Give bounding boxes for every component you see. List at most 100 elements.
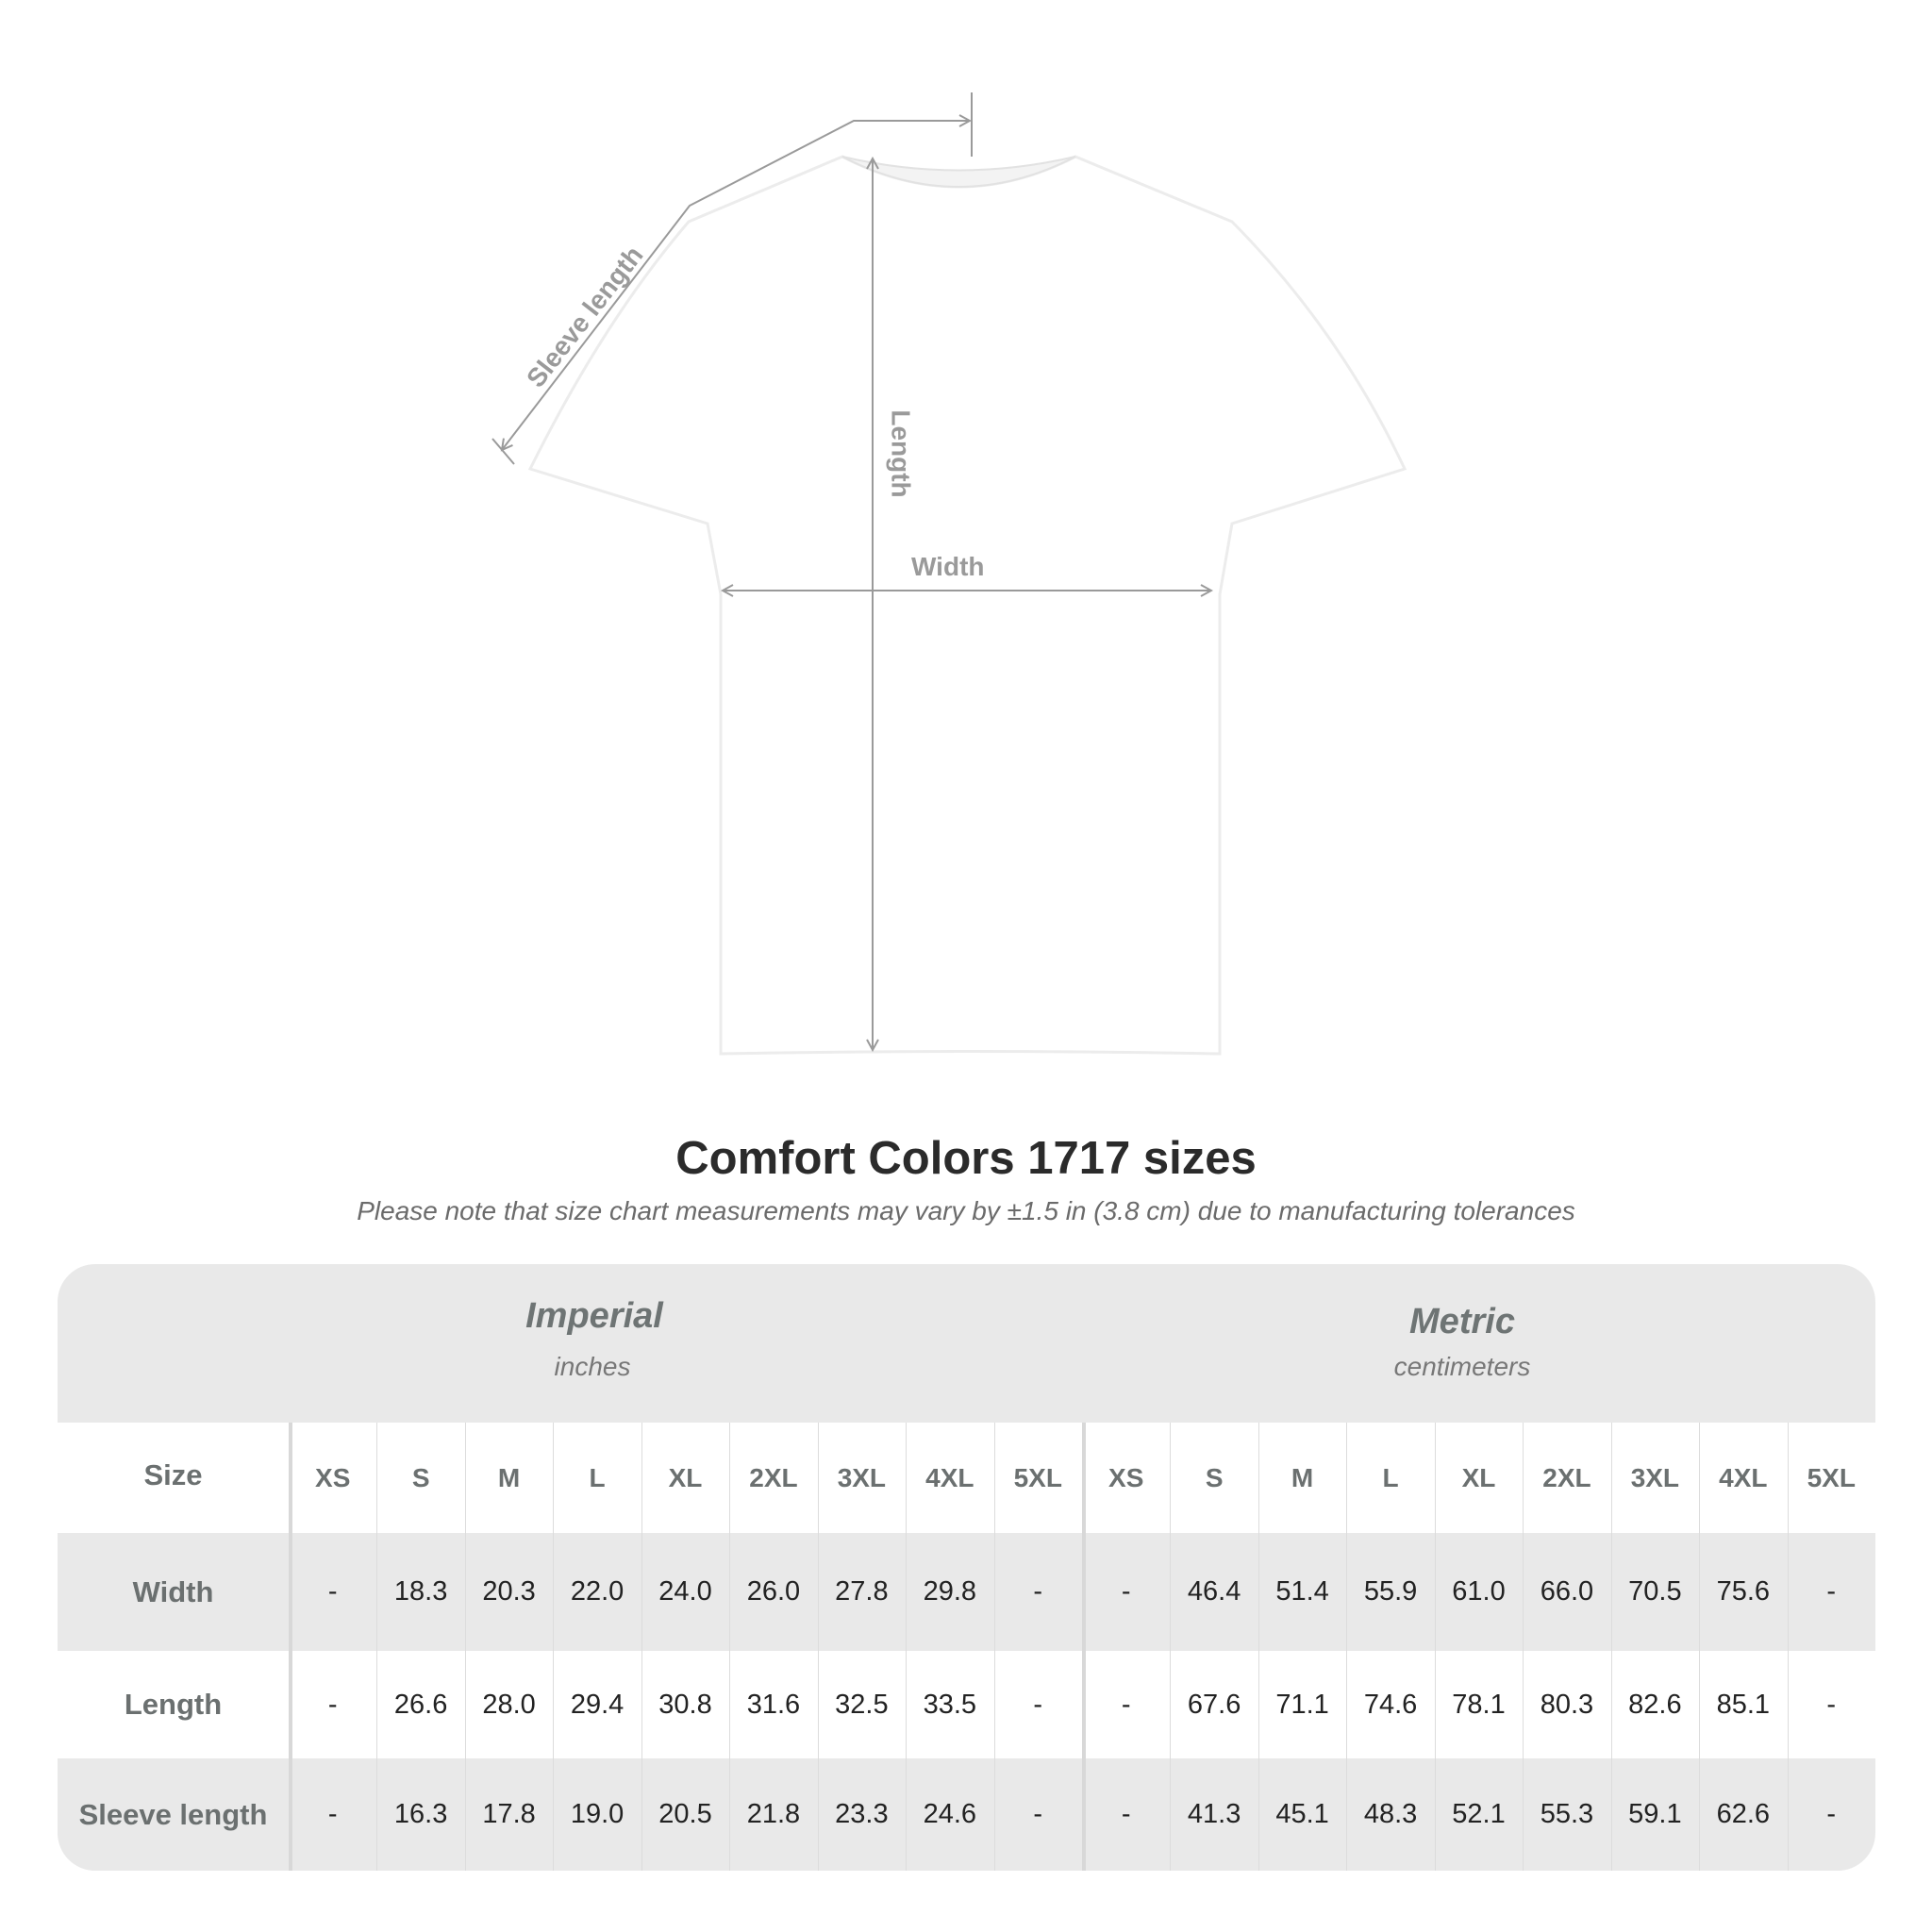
table-cell-metric: 75.6: [1716, 1576, 1771, 1607]
table-cell-metric: 59.1: [1628, 1799, 1682, 1829]
metric-size-5XL: 5XL: [1807, 1462, 1856, 1492]
imperial-size-M: M: [497, 1462, 521, 1492]
table-cell-imperial: 23.3: [835, 1799, 889, 1829]
table-cell-imperial: 18.3: [393, 1576, 448, 1607]
table-cell-imperial: 19.0: [570, 1799, 625, 1829]
metric-size-XS: XS: [1108, 1462, 1144, 1492]
column-divider: [1346, 1423, 1348, 1871]
tolerance-note: Please note that size chart measurements…: [357, 1196, 1575, 1225]
imperial-size-3XL: 3XL: [837, 1462, 887, 1492]
size-header-label: Size: [143, 1457, 203, 1491]
column-divider: [1610, 1423, 1612, 1871]
imperial-size-2XL: 2XL: [749, 1462, 798, 1492]
table-cell-metric: 70.5: [1628, 1576, 1682, 1607]
row-label-length: Length: [124, 1688, 223, 1721]
table-cell-metric: -: [1121, 1689, 1131, 1720]
metric-size-XL: XL: [1461, 1462, 1496, 1492]
table-cell-metric: 55.9: [1363, 1576, 1418, 1607]
table-cell-imperial: 27.8: [835, 1576, 889, 1607]
table-cell-imperial: 24.0: [658, 1576, 712, 1607]
column-divider: [1257, 1423, 1259, 1871]
table-cell-metric: 48.3: [1363, 1799, 1418, 1829]
column-divider: [553, 1423, 555, 1871]
metric-size-L: L: [1382, 1462, 1399, 1492]
table-cell-metric: 51.4: [1275, 1576, 1329, 1607]
tshirt-shape: [527, 155, 1407, 1056]
width-label: Width: [911, 552, 985, 581]
table-cell-metric: 82.6: [1628, 1689, 1682, 1720]
row-label-sleeve-length: Sleeve length: [78, 1797, 268, 1831]
tshirt-diagram: [491, 92, 1407, 1056]
table-cell-metric: 52.1: [1452, 1799, 1506, 1829]
imperial-title: Imperial: [525, 1296, 663, 1336]
table-cell-imperial: 24.6: [923, 1799, 977, 1829]
table-cell-metric: -: [1121, 1576, 1131, 1607]
length-label: Length: [886, 409, 916, 498]
column-divider: [906, 1423, 908, 1871]
page-title: Comfort Colors 1717 sizes: [675, 1133, 1257, 1184]
imperial-size-XS: XS: [315, 1462, 351, 1492]
table-cell-imperial: -: [1033, 1576, 1043, 1607]
column-divider: [641, 1423, 642, 1871]
table-cell-metric: 74.6: [1363, 1689, 1418, 1720]
metric-title: Metric: [1409, 1302, 1515, 1341]
table-cell-metric: 45.1: [1275, 1799, 1329, 1829]
sleeve-line: [502, 121, 970, 450]
table-cell-imperial: 28.0: [482, 1689, 536, 1720]
column-divider: [993, 1423, 995, 1871]
table-cell-metric: 66.0: [1540, 1576, 1594, 1607]
table-cell-metric: -: [1121, 1799, 1131, 1829]
table-cell-imperial: 30.8: [658, 1689, 712, 1720]
table-cell-metric: 80.3: [1540, 1689, 1594, 1720]
metric-size-2XL: 2XL: [1542, 1462, 1591, 1492]
imperial-size-5XL: 5XL: [1013, 1462, 1062, 1492]
metric-size-M: M: [1291, 1462, 1314, 1492]
column-divider: [1434, 1423, 1436, 1871]
row-band: [58, 1533, 1875, 1651]
table-cell-imperial: -: [327, 1576, 338, 1607]
table-cell-imperial: 26.6: [393, 1689, 448, 1720]
table-cell-metric: 71.1: [1275, 1689, 1329, 1720]
imperial-size-L: L: [589, 1462, 606, 1492]
table-cell-imperial: 22.0: [570, 1576, 625, 1607]
table-cell-metric: 55.3: [1540, 1799, 1594, 1829]
metric-size-4XL: 4XL: [1719, 1462, 1768, 1492]
system-header-band: [58, 1264, 1875, 1423]
imperial-unit: inches: [554, 1352, 631, 1381]
column-divider: [464, 1423, 466, 1871]
column-divider: [1082, 1423, 1086, 1871]
table-cell-imperial: -: [1033, 1799, 1043, 1829]
table-cell-imperial: 20.5: [658, 1799, 712, 1829]
table-cell-metric: -: [1826, 1689, 1837, 1720]
metric-unit: centimeters: [1393, 1352, 1531, 1381]
column-divider: [289, 1423, 292, 1871]
table-cell-metric: -: [1826, 1576, 1837, 1607]
table-cell-metric: -: [1826, 1799, 1837, 1829]
table-cell-imperial: 16.3: [393, 1799, 448, 1829]
column-divider: [1699, 1423, 1701, 1871]
table-cell-metric: 78.1: [1452, 1689, 1506, 1720]
column-divider: [1523, 1423, 1524, 1871]
column-divider: [1170, 1423, 1172, 1871]
table-cell-metric: 67.6: [1187, 1689, 1241, 1720]
sleeve-tick-start: [491, 438, 515, 465]
table-cell-metric: 85.1: [1716, 1689, 1771, 1720]
imperial-size-4XL: 4XL: [925, 1462, 974, 1492]
imperial-size-XL: XL: [668, 1462, 703, 1492]
column-divider: [1787, 1423, 1789, 1871]
table-cell-imperial: 17.8: [482, 1799, 536, 1829]
column-divider: [729, 1423, 731, 1871]
table-cell-imperial: 26.0: [746, 1576, 801, 1607]
table-cell-imperial: -: [327, 1799, 338, 1829]
size-table: Imperial inches Metric centimeters Size X…: [58, 1264, 1875, 1871]
table-cell-imperial: -: [1033, 1689, 1043, 1720]
table-cell-imperial: 32.5: [835, 1689, 889, 1720]
table-cell-imperial: 29.8: [923, 1576, 977, 1607]
table-cell-imperial: 29.4: [570, 1689, 625, 1720]
column-divider: [817, 1423, 819, 1871]
row-label-width: Width: [132, 1574, 214, 1608]
table-cell-metric: 46.4: [1187, 1576, 1241, 1607]
table-cell-imperial: 20.3: [482, 1576, 536, 1607]
row-band: [58, 1758, 1875, 1871]
table-cell-metric: 41.3: [1187, 1799, 1241, 1829]
